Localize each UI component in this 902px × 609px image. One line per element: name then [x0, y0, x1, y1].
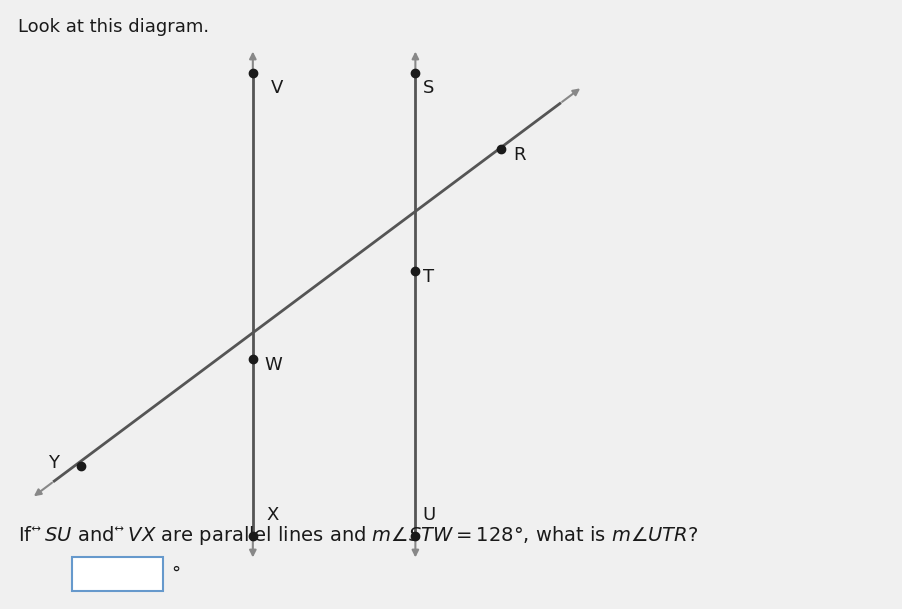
Text: R: R — [512, 146, 525, 164]
Text: °: ° — [171, 565, 180, 583]
Text: T: T — [422, 268, 433, 286]
Text: S: S — [422, 79, 434, 97]
Text: Y: Y — [48, 454, 59, 472]
Text: X: X — [266, 505, 279, 524]
Text: U: U — [422, 505, 436, 524]
Text: Look at this diagram.: Look at this diagram. — [18, 18, 209, 37]
Text: W: W — [264, 356, 282, 375]
FancyBboxPatch shape — [72, 557, 162, 591]
Text: V: V — [271, 79, 283, 97]
Text: If $\overleftrightarrow{SU}$ and $\overleftrightarrow{VX}$ are parallel lines an: If $\overleftrightarrow{SU}$ and $\overl… — [18, 524, 698, 547]
